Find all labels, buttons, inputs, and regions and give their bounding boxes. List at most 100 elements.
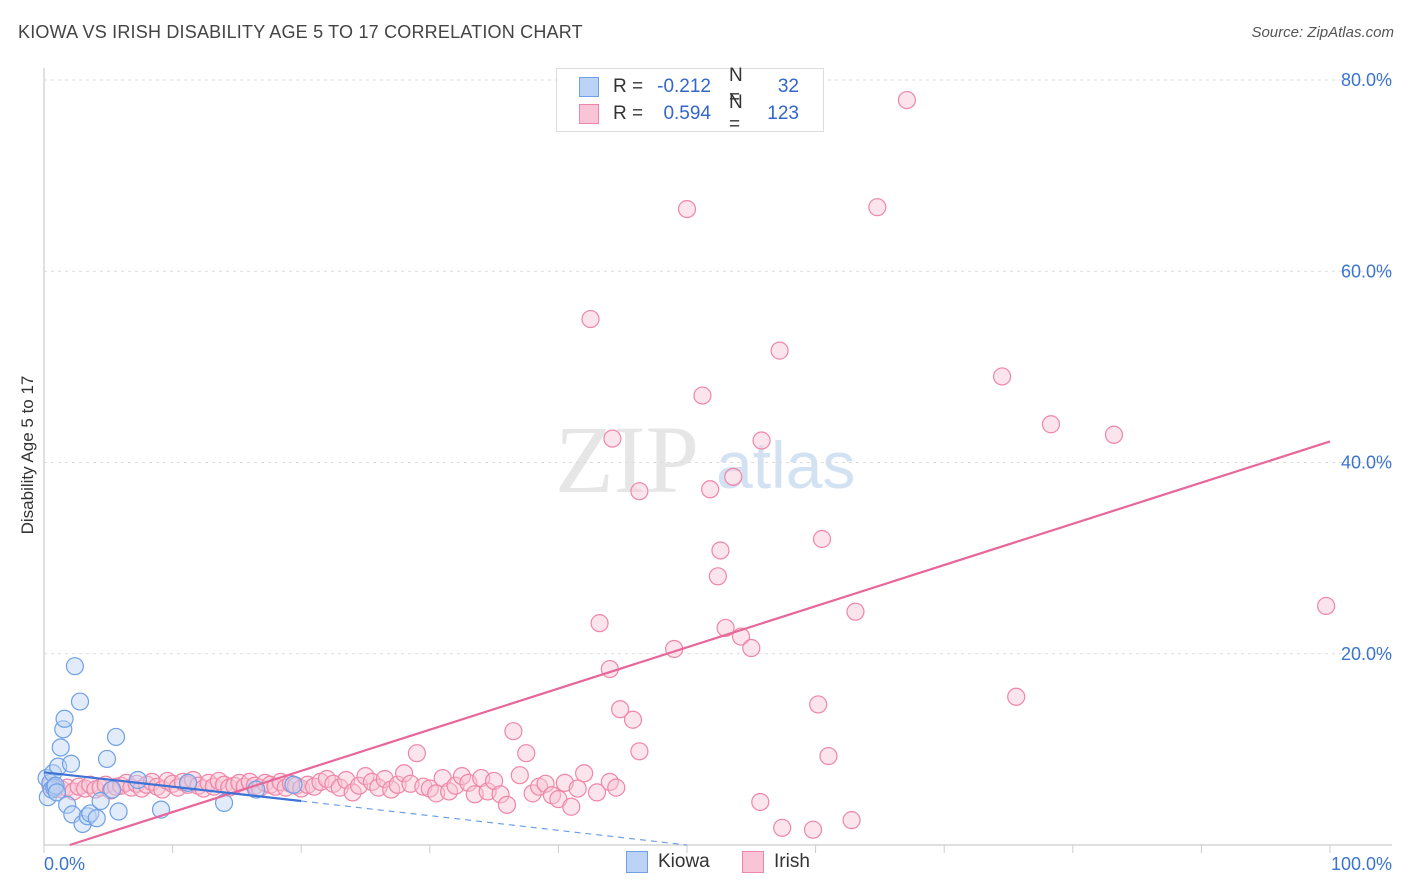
irish-point [562,797,581,816]
irish-point [388,775,407,794]
irish-point [497,795,517,814]
irish-point [510,766,529,785]
irish-point [992,367,1012,386]
kiowa-point [78,807,97,826]
irish-point [523,784,542,803]
irish-point [1317,596,1336,616]
irish-point [581,309,600,329]
irish-point [611,700,630,719]
irish-point [897,90,917,110]
irish-point [819,746,838,766]
watermark-zip: ZIP [555,406,699,513]
kiowa-point [61,754,81,773]
irish-point [1041,415,1061,434]
irish-point [603,429,622,448]
irish-point [590,614,609,633]
kiowa-point [103,780,122,799]
irish-point [868,198,887,217]
kiowa-point [97,749,117,769]
series-layer [37,90,1336,839]
chart-title: KIOWA VS IRISH DISABILITY AGE 5 TO 17 CO… [18,22,583,42]
kiowa-point [214,793,234,813]
kiowa-point [91,791,110,811]
x-tick-label: 100.0% [1331,854,1392,874]
n-value: 123 [767,103,799,124]
kiowa-point [55,709,74,728]
irish-point [630,742,649,761]
kiowa-point [70,692,90,711]
irish-point [536,774,555,793]
kiowa-point [65,657,84,676]
irish-legend-swatch [742,851,764,873]
kiowa-series [37,657,303,834]
kiowa-point [58,795,77,814]
irish-point [343,783,362,802]
kiowa-swatch [579,77,599,97]
irish-point [693,386,712,405]
irish-point [587,783,607,802]
kiowa-trendline-extension [301,800,688,846]
irish-point [394,764,414,783]
irish-point [770,341,789,360]
kiowa-legend-label: Kiowa [658,851,710,872]
legend-row-kiowa: R = -0.212 N = 32 [579,65,799,108]
irish-point [623,710,643,729]
irish-point [677,199,697,219]
irish-point [812,529,832,549]
irish-point [751,792,770,812]
irish-point [504,722,523,741]
irish-point [491,785,510,804]
irish-point [701,480,720,499]
irish-point [724,467,743,486]
irish-point [803,820,823,839]
tick-labels: 20.0% 40.0% 60.0% 80.0% 0.0% 100.0% [44,70,1392,874]
irish-point [517,744,536,763]
irish-point [846,602,865,621]
irish-trendline [69,440,1331,847]
trend-layer [43,440,1331,847]
kiowa-point [106,727,126,747]
x-tick-label: 0.0% [44,854,85,874]
kiowa-point [109,802,128,821]
irish-point [708,567,727,586]
kiowa-point [87,809,106,828]
y-tick-label: 20.0% [1341,644,1392,664]
y-tick-label: 60.0% [1341,261,1392,281]
irish-point [752,431,771,450]
irish-legend-label: Irish [774,851,810,872]
irish-point [773,818,792,837]
r-value: -0.212 [657,76,711,97]
kiowa-point [284,775,303,794]
r-label: R = [613,103,644,124]
kiowa-point [47,783,66,802]
irish-point [711,541,730,560]
axes [43,68,1392,853]
irish-point [568,779,587,798]
kiowa-point [247,780,266,799]
kiowa-point [46,776,65,795]
kiowa-legend-swatch [626,851,648,873]
y-tick-label: 80.0% [1341,70,1392,90]
irish-point [742,638,761,658]
kiowa-point [128,770,147,790]
y-tick-label: 40.0% [1341,453,1392,473]
irish-point [452,767,472,786]
bottom-legend-kiowa[interactable]: Kiowa [626,851,710,873]
irish-point [575,764,594,783]
irish-point [809,695,828,714]
zipatlas-watermark: ZIP atlas [555,406,855,513]
irish-point [1007,687,1026,706]
chart-source: Source: ZipAtlas.com [1251,24,1394,41]
r-label: R = [613,76,644,97]
watermark-atlas: atlas [716,428,855,502]
irish-point [1104,425,1124,444]
kiowa-point [51,738,70,757]
legend-row-irish: R = 0.594 N = 123 [579,92,799,135]
bottom-legend-irish[interactable]: Irish [742,851,810,873]
r-value: 0.594 [663,103,711,124]
irish-swatch [579,104,599,124]
n-label: N = [729,92,743,135]
n-value: 32 [777,76,799,97]
irish-point [407,744,427,763]
